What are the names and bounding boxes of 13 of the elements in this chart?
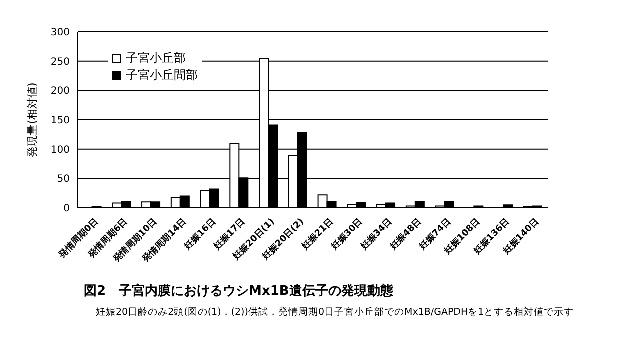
y-tick-label: 250 [50,56,70,68]
y-tick-label: 150 [50,116,70,127]
y-axis-title: 発現量(相対値) [26,82,39,158]
legend-label: 子宮小丘間部 [125,67,198,84]
bar [503,204,514,208]
legend-label: 子宮小丘部 [125,50,187,67]
y-tick-label: 50 [57,174,70,186]
text: 図2 子宮内膜におけるウシMx1B遺伝子の発現動態 [84,282,394,300]
y-tick-label: 100 [50,144,70,156]
y-tick-label: 200 [50,86,70,98]
text: 妊娠20日齢のみ2頭(図の(1)，(2))供試，発情周期0日子宮小丘部でのMx1B/GAPDHを1とする相対値で示す [96,306,576,319]
y-tick-label: 300 [50,28,70,39]
y-tick-label: 0 [64,204,70,215]
